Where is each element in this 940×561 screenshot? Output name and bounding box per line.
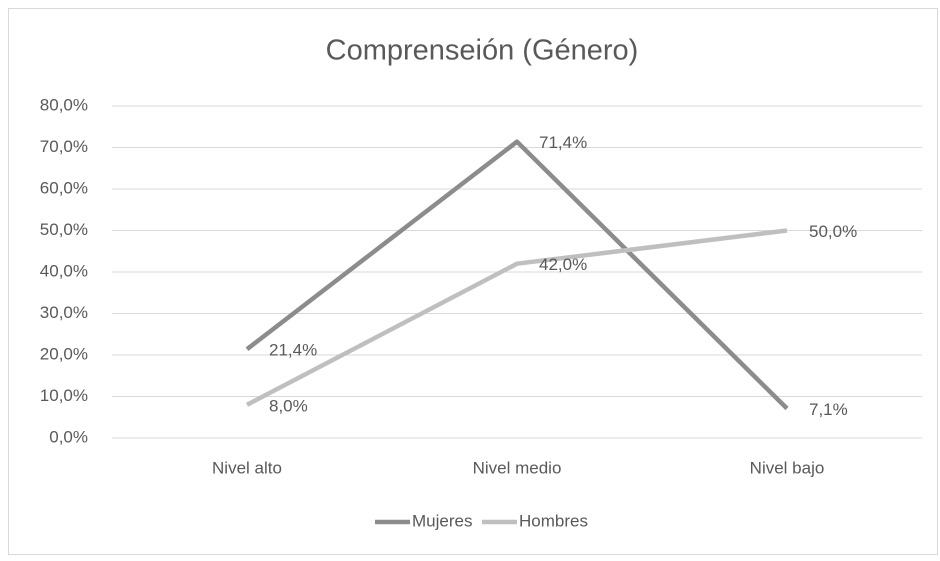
legend-label: Hombres (519, 511, 588, 530)
x-tick-label: Nivel medio (473, 458, 562, 477)
x-tick-label: Nivel bajo (750, 458, 825, 477)
y-tick-label: 0,0% (49, 427, 88, 446)
y-tick-label: 60,0% (40, 178, 88, 197)
data-label: 71,4% (539, 133, 587, 152)
data-label: 8,0% (269, 396, 308, 415)
chart-border (8, 8, 938, 555)
y-tick-label: 20,0% (40, 344, 88, 363)
data-label: 21,4% (269, 341, 317, 360)
y-tick-label: 80,0% (40, 95, 88, 114)
y-tick-label: 40,0% (40, 261, 88, 280)
legend-label: Mujeres (412, 511, 472, 530)
series-line (245, 228, 788, 407)
y-tick-label: 50,0% (40, 220, 88, 239)
x-tick-label: Nivel alto (212, 458, 282, 477)
data-label: 42,0% (539, 255, 587, 274)
y-tick-label: 30,0% (40, 303, 88, 322)
chart-title: Comprenseión (Género) (326, 35, 639, 67)
y-tick-label: 70,0% (40, 137, 88, 156)
data-label: 50,0% (809, 222, 857, 241)
y-tick-label: 10,0% (40, 386, 88, 405)
data-label: 7,1% (809, 400, 848, 419)
series-line (245, 139, 789, 411)
